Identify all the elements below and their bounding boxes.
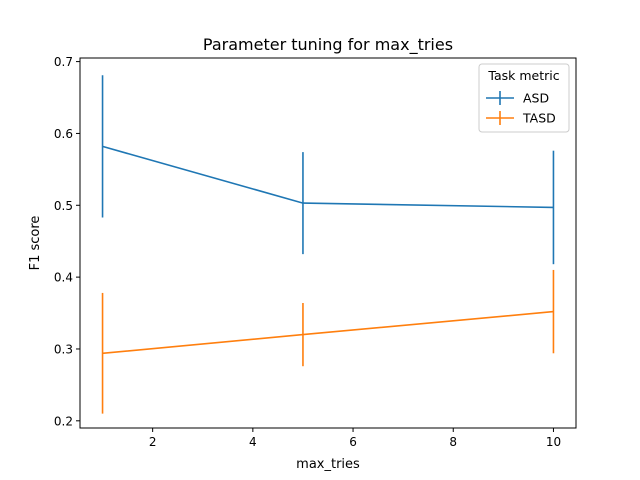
x-tick-label: 8: [449, 435, 457, 449]
chart-title: Parameter tuning for max_tries: [203, 35, 453, 55]
y-tick-label: 0.4: [54, 271, 73, 285]
y-tick-label: 0.3: [54, 342, 73, 356]
legend-box: [478, 63, 570, 133]
legend-label-tasd: TASD: [522, 111, 556, 126]
plot-frame: [79, 57, 577, 429]
y-tick-label: 0.7: [54, 55, 73, 69]
x-tick-label: 10: [546, 435, 561, 449]
x-tick-label: 4: [249, 435, 257, 449]
y-tick-label: 0.6: [54, 127, 73, 141]
legend-title: Task metric: [487, 68, 559, 83]
x-tick-label: 2: [149, 435, 157, 449]
legend: Task metric ASD TASD: [478, 63, 570, 133]
y-tick-label: 0.5: [54, 199, 73, 213]
x-axis-label: max_tries: [296, 457, 360, 472]
x-tick-label: 6: [349, 435, 357, 449]
y-axis-label: F1 score: [28, 216, 43, 271]
y-tick-label: 0.2: [54, 414, 73, 428]
legend-label-asd: ASD: [523, 91, 549, 106]
